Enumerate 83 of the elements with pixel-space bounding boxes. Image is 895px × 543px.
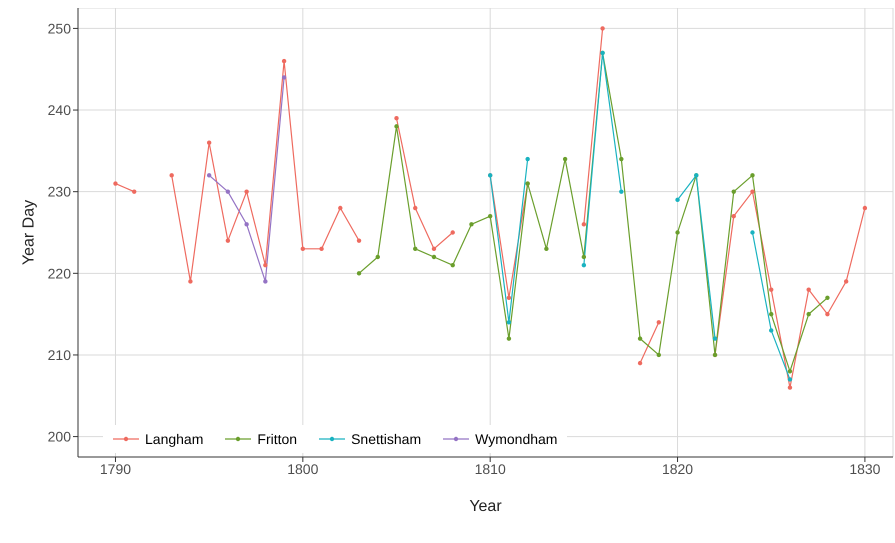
point (788, 377, 792, 382)
point (844, 279, 848, 284)
point (788, 369, 792, 374)
point (132, 189, 136, 194)
y-tick-label: 200 (48, 428, 72, 445)
legend-label: Snettisham (351, 431, 422, 447)
point (113, 181, 118, 186)
point (413, 246, 418, 252)
y-tick-label: 230 (48, 184, 72, 200)
point (206, 173, 212, 178)
point (525, 156, 530, 162)
point (862, 206, 868, 210)
point (675, 230, 680, 235)
y-tick-label: 210 (48, 346, 72, 363)
point (769, 312, 774, 316)
point (488, 214, 492, 218)
point (656, 320, 662, 324)
point (638, 336, 642, 341)
point (656, 352, 662, 358)
point (356, 271, 362, 276)
point (582, 254, 586, 260)
point (806, 312, 811, 316)
point (732, 189, 736, 194)
point (394, 124, 399, 129)
x-tick-label: 1810 (474, 460, 506, 477)
legend-label: Fritton (257, 431, 298, 447)
point (263, 279, 268, 284)
point (506, 320, 512, 324)
legend-label: Wymondham (475, 431, 558, 447)
point (282, 75, 286, 80)
point (206, 140, 212, 145)
point (469, 222, 474, 227)
point (376, 254, 380, 260)
y-tick-label: 250 (48, 20, 72, 36)
point (394, 116, 399, 120)
point (300, 246, 306, 252)
point (712, 336, 718, 341)
point (432, 246, 436, 252)
point (319, 246, 324, 252)
point (338, 206, 342, 210)
point (769, 287, 774, 292)
x-tick-label: 1830 (849, 460, 881, 477)
point (544, 246, 549, 252)
point (750, 173, 755, 178)
point (769, 328, 774, 333)
y-tick-label: 220 (48, 265, 72, 282)
point (638, 360, 642, 366)
point (582, 262, 586, 268)
point (450, 230, 455, 235)
point (263, 262, 268, 268)
y-tick-label: 240 (48, 102, 72, 118)
y-axis-title: Year Day (20, 200, 38, 266)
x-tick-label: 1790 (100, 460, 132, 477)
x-axis-title: Year (469, 498, 502, 515)
x-tick-label: 1800 (287, 460, 319, 477)
point (750, 230, 755, 235)
point (244, 222, 249, 227)
point (413, 206, 418, 210)
point (226, 189, 230, 194)
point (169, 173, 174, 178)
point (806, 287, 811, 292)
point (506, 336, 512, 341)
point (244, 189, 249, 194)
point (675, 198, 680, 202)
point (825, 312, 830, 316)
point (600, 26, 605, 31)
point (788, 385, 792, 390)
point (506, 296, 512, 300)
point (450, 262, 455, 268)
point (188, 279, 193, 284)
x-tick-label: 1820 (662, 460, 694, 477)
point (356, 238, 362, 243)
point (732, 214, 736, 218)
point (750, 189, 755, 194)
point (432, 254, 436, 260)
point (619, 189, 624, 194)
point (226, 238, 230, 243)
point (562, 156, 568, 162)
point (619, 156, 624, 162)
point (825, 296, 830, 300)
legend-label: Langham (145, 431, 204, 447)
point (582, 222, 586, 227)
point (282, 58, 286, 64)
